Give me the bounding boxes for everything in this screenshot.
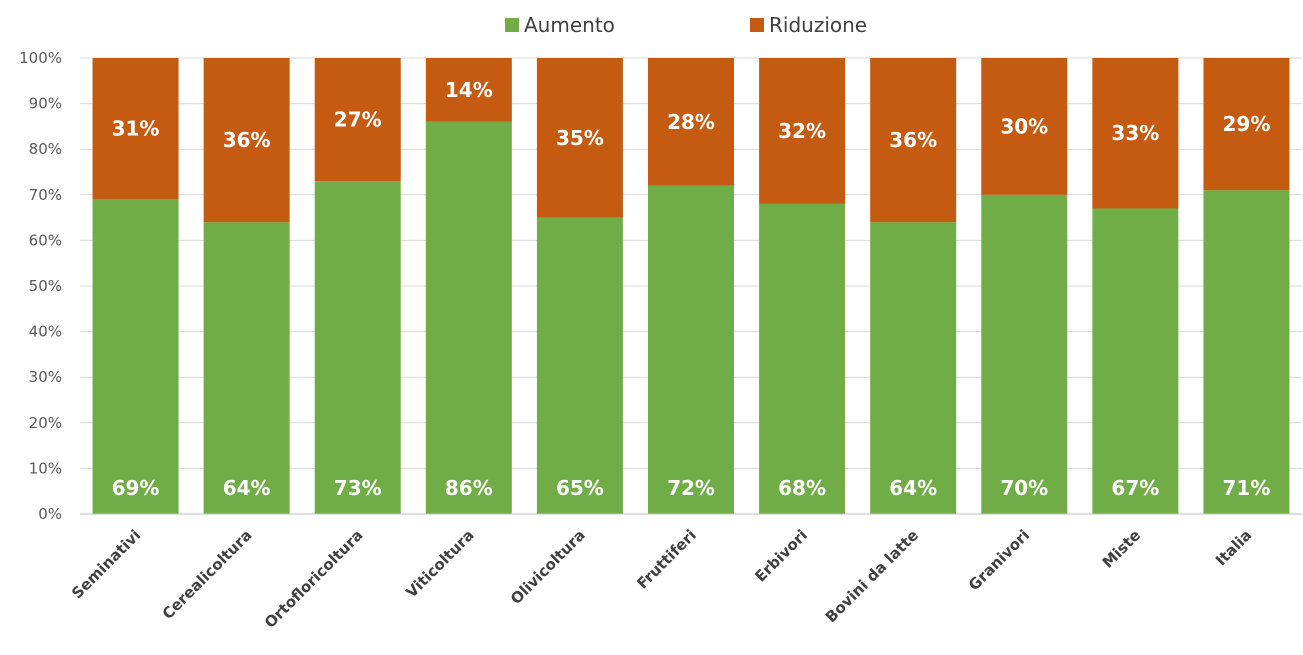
bars [92, 58, 1290, 515]
data-label-aumento: 86% [445, 476, 493, 500]
x-category-label: Viticoltura [402, 526, 477, 601]
legend-swatch [750, 18, 764, 32]
bar-aumento [92, 199, 179, 515]
data-label-aumento: 72% [667, 476, 715, 500]
y-tick-label: 50% [29, 277, 62, 295]
data-label-riduzione: 33% [1111, 121, 1159, 145]
y-tick-label: 20% [29, 414, 62, 432]
x-category-label: Cerealicoltura [159, 526, 256, 623]
bar-riduzione [203, 58, 290, 223]
data-label-riduzione: 30% [1000, 114, 1048, 138]
bar-riduzione [1203, 58, 1290, 191]
x-category-label: Erbivori [751, 526, 811, 586]
legend: Aumento Riduzione [505, 13, 867, 37]
x-category-label: Italia [1212, 526, 1255, 569]
bar-aumento [425, 121, 512, 514]
bar-riduzione [648, 58, 734, 186]
data-labels: 69% 31% 64% 36% 73% 27% 86% 14% 65% 35% 72% 28% 68% 3… [112, 78, 1271, 500]
bar-riduzione [759, 58, 846, 204]
y-tick-label: 40% [29, 323, 62, 341]
legend-swatch [505, 18, 519, 32]
y-tick-label: 60% [29, 231, 62, 249]
bar-riduzione [92, 58, 179, 200]
data-label-riduzione: 27% [334, 108, 382, 132]
data-label-aumento: 70% [1000, 476, 1048, 500]
x-category-label: Olivicoltura [507, 526, 589, 608]
data-label-aumento: 73% [334, 476, 382, 500]
data-label-aumento: 64% [223, 476, 271, 500]
bar-riduzione [314, 58, 401, 182]
data-label-aumento: 67% [1111, 476, 1159, 500]
data-label-aumento: 68% [778, 476, 826, 500]
bar-aumento [314, 181, 401, 514]
legend-label: Riduzione [769, 13, 867, 37]
data-label-riduzione: 32% [778, 119, 826, 143]
bar-aumento [536, 217, 623, 514]
bar-aumento [648, 185, 734, 514]
data-label-riduzione: 35% [556, 126, 604, 150]
data-label-aumento: 71% [1223, 476, 1271, 500]
x-category-label: Granivori [965, 526, 1033, 594]
y-tick-label: 0% [38, 505, 62, 523]
y-tick-label: 30% [29, 368, 62, 386]
bar-aumento [203, 222, 290, 514]
y-tick-label: 80% [29, 140, 62, 158]
data-label-riduzione: 14% [445, 78, 493, 102]
y-tick-label: 100% [19, 49, 62, 67]
bar-aumento [1203, 190, 1290, 515]
data-label-riduzione: 36% [223, 128, 271, 152]
x-category-label: Ortofloricoltura [261, 526, 367, 632]
bar-aumento [981, 194, 1068, 515]
data-label-aumento: 69% [112, 476, 160, 500]
bar-aumento [870, 222, 957, 514]
data-label-aumento: 64% [889, 476, 937, 500]
y-axis: 0% 10% 20% 30% 40% 50% 60% 70% 80% 90% 100% [19, 49, 62, 523]
data-label-aumento: 65% [556, 476, 604, 500]
x-axis: Seminativi Cerealicoltura Ortofloricoltura… [68, 513, 1302, 632]
bar-riduzione [425, 58, 512, 122]
data-label-riduzione: 28% [667, 110, 715, 134]
x-category-label: Miste [1099, 526, 1144, 571]
data-label-riduzione: 36% [889, 128, 937, 152]
bar-riduzione [981, 58, 1068, 195]
bar-aumento [1092, 208, 1179, 515]
bar-riduzione [536, 58, 623, 218]
x-category-label: Seminativi [68, 526, 144, 602]
x-category-label: Bovini da latte [822, 526, 922, 626]
y-tick-label: 10% [29, 459, 62, 477]
bar-riduzione [870, 58, 957, 223]
y-tick-label: 90% [29, 95, 62, 113]
legend-label: Aumento [524, 13, 615, 37]
y-tick-label: 70% [29, 186, 62, 204]
data-label-riduzione: 29% [1223, 112, 1271, 136]
data-label-riduzione: 31% [112, 117, 160, 141]
x-category-label: Fruttiferi [633, 526, 700, 593]
bar-riduzione [1092, 58, 1179, 209]
bar-aumento [759, 203, 846, 515]
